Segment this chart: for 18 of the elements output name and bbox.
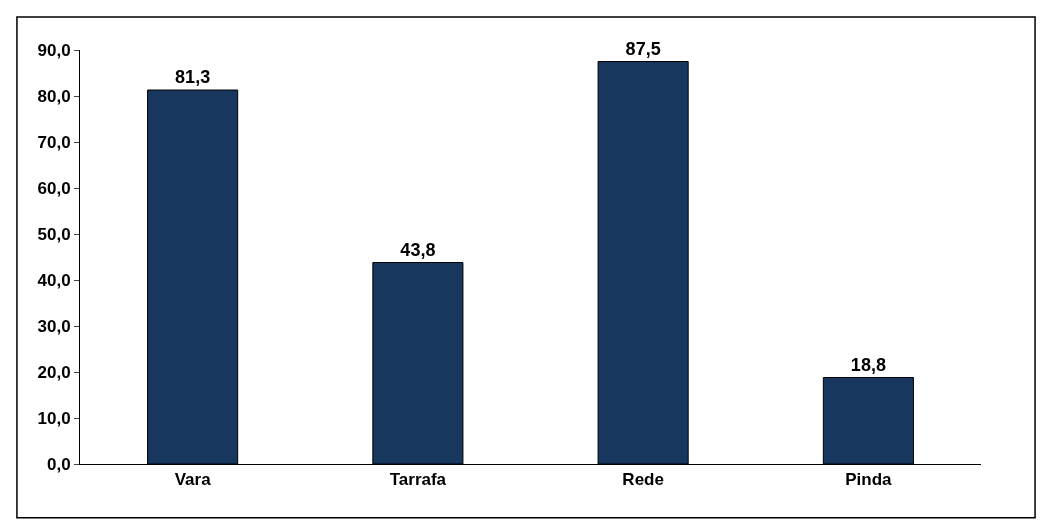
- y-tick-label: 50,0: [37, 224, 71, 244]
- y-tick-label: 70,0: [37, 132, 71, 152]
- y-tick-label: 10,0: [37, 408, 71, 428]
- x-tick-label: Tarrafa: [389, 470, 447, 490]
- data-label: 81,3: [175, 67, 211, 88]
- y-tick-label: 60,0: [37, 178, 71, 198]
- data-label: 87,5: [625, 38, 661, 59]
- x-tick-label: Rede: [622, 470, 664, 490]
- y-tick-label: 30,0: [37, 316, 71, 336]
- y-tick-label: 80,0: [37, 86, 71, 106]
- y-tick-label: 0,0: [46, 454, 71, 474]
- x-tick-label: Vara: [174, 470, 212, 490]
- data-label: 18,8: [850, 354, 886, 375]
- y-tick-label: 20,0: [37, 362, 71, 382]
- y-tick-label: 40,0: [37, 270, 71, 290]
- data-label: 43,8: [400, 239, 436, 260]
- y-tick-label: 90,0: [37, 40, 71, 60]
- x-tick-label: Pinda: [845, 470, 893, 490]
